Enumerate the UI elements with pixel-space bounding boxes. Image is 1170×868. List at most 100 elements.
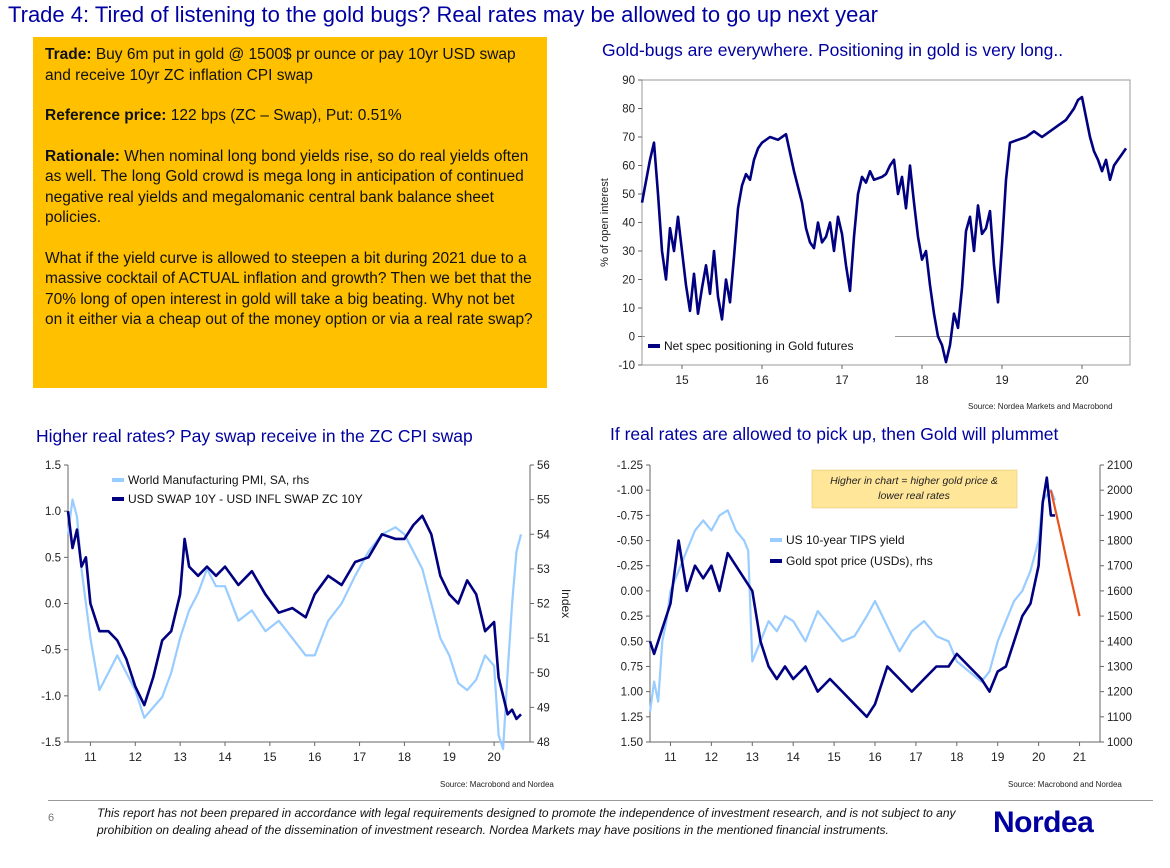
x-tick-label: 16 [755, 373, 769, 387]
trade-text: Buy 6m put in gold @ 1500$ pr ounce or p… [45, 46, 516, 84]
y-tick-label: 1.00 [621, 687, 643, 699]
x-tick-label: 18 [398, 750, 412, 764]
y-tick-label: 0.5 [45, 552, 61, 564]
y-tick-label: 90 [622, 75, 635, 87]
series-line-1 [66, 511, 522, 721]
series-line-2 [1049, 489, 1081, 617]
y-tick-label: 60 [622, 161, 635, 173]
x-tick-label: 16 [868, 750, 882, 764]
y2-tick-label: 2000 [1107, 485, 1133, 497]
legend-label: World Manufacturing PMI, SA, rhs [128, 473, 309, 487]
legend-label: US 10-year TIPS yield [786, 533, 905, 547]
y-tick-label: 0.00 [621, 586, 643, 598]
x-tick-label: 12 [129, 750, 143, 764]
gold-tips-chart-source: Source: Macrobond and Nordea [1008, 780, 1122, 789]
y2-tick-label: 1100 [1107, 712, 1132, 724]
legend-label: Net spec positioning in Gold futures [664, 339, 853, 353]
y2-tick-label: 56 [537, 460, 550, 472]
x-tick-label: 11 [84, 750, 97, 764]
y-tick-label: -1.25 [617, 460, 643, 472]
trade-label: Trade: [45, 46, 92, 63]
positioning-chart: -10 0 10 20 30 40 50 60 70 80 90 15 16 17 18 19 20 % of o… [599, 75, 1131, 387]
y-tick-label: 50 [622, 189, 635, 201]
series-line-1 [648, 476, 1055, 719]
reference-paragraph: Reference price: 122 bps (ZC – Swap), Pu… [45, 106, 535, 127]
note-box [811, 469, 1018, 509]
x-tick-label: 11 [664, 750, 677, 764]
gold-tips-chart-title: If real rates are allowed to pick up, th… [610, 424, 1059, 444]
y-tick-label: 20 [622, 275, 635, 287]
y-tick-label: -1.5 [41, 737, 61, 749]
legend-box [645, 335, 895, 357]
y-tick-label: 30 [622, 246, 635, 258]
x-tick-label: 18 [950, 750, 964, 764]
legend-label: USD SWAP 10Y - USD INFL SWAP ZC 10Y [128, 492, 363, 506]
y-tick-label: 1.5 [45, 460, 61, 472]
y2-axis-label: Index [559, 589, 573, 618]
y-tick-label: -1.00 [617, 485, 643, 497]
trade-paragraph: Trade: Buy 6m put in gold @ 1500$ pr oun… [45, 45, 535, 86]
x-tick-label: 19 [991, 750, 1005, 764]
rationale-paragraph: Rationale: When nominal long bond yields… [45, 147, 535, 229]
y-tick-label: 0.0 [45, 599, 61, 611]
x-tick-label: 20 [1032, 750, 1046, 764]
y2-tick-label: 50 [537, 668, 550, 680]
series-line-0 [648, 489, 1057, 712]
y2-tick-label: 51 [537, 633, 550, 645]
x-tick-label: 18 [915, 373, 929, 387]
y2-tick-label: 1800 [1107, 536, 1133, 548]
legend-label: Gold spot price (USDs), rhs [786, 554, 933, 568]
nordea-logo: Nordea [993, 806, 1094, 839]
x-tick-label: 17 [909, 750, 923, 764]
y2-tick-label: 1600 [1107, 586, 1133, 598]
y2-tick-label: 1200 [1107, 687, 1133, 699]
y-tick-label: -10 [618, 360, 635, 372]
y2-tick-label: 49 [537, 702, 550, 714]
y-tick-label: 0.75 [621, 661, 643, 673]
y2-tick-label: 1500 [1107, 611, 1133, 623]
y-tick-label: 1.25 [621, 712, 643, 724]
x-tick-label: 19 [443, 750, 457, 764]
trade-box: Trade: Buy 6m put in gold @ 1500$ pr oun… [33, 37, 547, 388]
page-number: 6 [48, 812, 55, 824]
y2-tick-label: 53 [537, 564, 550, 576]
y2-tick-label: 52 [537, 599, 550, 611]
y-tick-label: 40 [622, 218, 635, 230]
x-tick-label: 20 [1075, 373, 1089, 387]
y-tick-label: 0.25 [621, 611, 643, 623]
x-tick-label: 21 [1073, 750, 1087, 764]
x-tick-label: 17 [835, 373, 849, 387]
y-axis-label: % of open interest [599, 178, 611, 267]
y2-tick-label: 54 [537, 529, 550, 541]
x-tick-label: 17 [353, 750, 367, 764]
y2-tick-label: 1900 [1107, 510, 1133, 522]
y2-tick-label: 2100 [1107, 460, 1133, 472]
y-tick-label: -1.0 [41, 691, 61, 703]
y2-tick-label: 1700 [1107, 561, 1133, 573]
x-tick-label: 19 [995, 373, 1009, 387]
y2-tick-label: 55 [537, 495, 550, 507]
footer-divider [48, 800, 1153, 801]
x-tick-label: 14 [787, 750, 801, 764]
note-text: lower real rates [878, 490, 951, 502]
x-tick-label: 12 [705, 750, 719, 764]
note-text: Higher in chart = higher gold price & [830, 475, 998, 487]
y-tick-label: 0.50 [621, 636, 643, 648]
positioning-chart-title: Gold-bugs are everywhere. Positioning in… [602, 40, 1064, 60]
x-tick-label: 20 [487, 750, 501, 764]
gold-tips-chart: -1.25 -1.00 -0.75 -0.50 -0.25 0.00 0.25 0.50 0.7… [617, 460, 1133, 764]
y-tick-label: 80 [622, 104, 635, 116]
y-tick-label: -0.75 [617, 510, 643, 522]
series-line-0 [640, 95, 1128, 364]
x-tick-label: 16 [308, 750, 322, 764]
real-rates-chart-title: Higher real rates? Pay swap receive in t… [36, 426, 473, 446]
rationale-label: Rationale: [45, 147, 120, 165]
y-tick-label: 10 [622, 303, 635, 315]
y2-tick-label: 1300 [1107, 661, 1133, 673]
y2-tick-label: 1000 [1107, 737, 1133, 749]
y-tick-label: -0.50 [617, 536, 643, 548]
reference-text: 122 bps (ZC – Swap), Put: 0.51% [166, 107, 402, 124]
x-tick-label: 15 [675, 373, 689, 387]
real-rates-chart-source: Source: Macrobond and Nordea [440, 780, 554, 789]
x-tick-label: 15 [263, 750, 277, 764]
